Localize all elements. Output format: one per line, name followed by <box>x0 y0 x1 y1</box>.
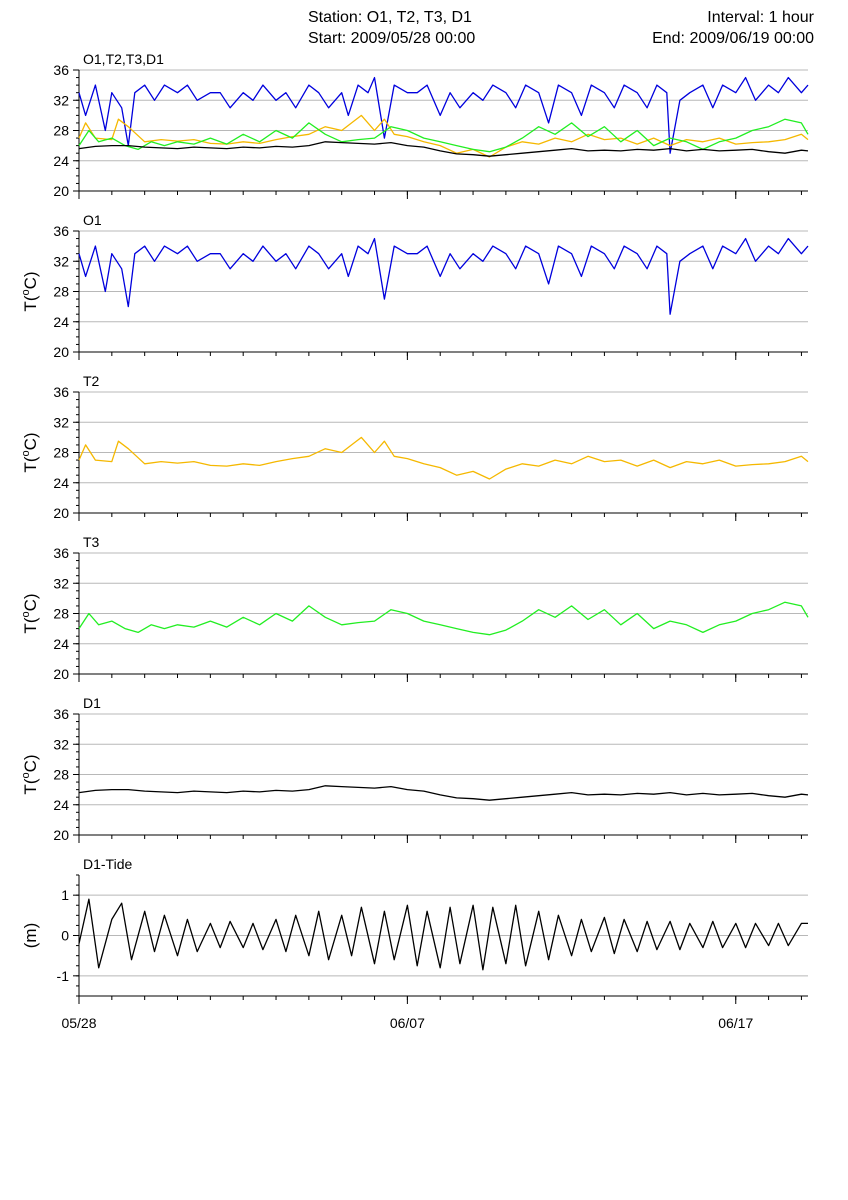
y-tick-label: 28 <box>53 284 69 300</box>
panel-label: D1 <box>83 695 101 711</box>
series-line-T2 <box>78 436 809 480</box>
y-tick-label: 24 <box>53 153 69 169</box>
series-line-D1 <box>78 141 809 157</box>
series-line-O1 <box>78 76 809 154</box>
x-tick-label: 06/07 <box>390 1015 425 1031</box>
series-line-D1-Tide <box>78 898 808 971</box>
y-tick-label: 32 <box>53 736 69 752</box>
y-tick-label: 28 <box>53 767 69 783</box>
panel-5: -1 0 1 05/28 06/07 06/17 D1-Tide (m) <box>21 856 808 1031</box>
y-tick-label: 36 <box>53 706 69 722</box>
x-tick-label: 05/28 <box>61 1015 96 1031</box>
panel-2: 20 24 28 32 36 T2 T(oC) <box>20 373 809 521</box>
y-tick-label: 32 <box>53 414 69 430</box>
series-line-T2 <box>78 114 809 158</box>
panel-label: O1 <box>83 212 102 228</box>
series-line-T3 <box>78 601 809 636</box>
y-tick-label: 32 <box>53 575 69 591</box>
y-tick-label: 0 <box>61 928 69 944</box>
y-axis-label: T(oC) <box>20 432 40 472</box>
header-interval: Interval: 1 hour <box>707 9 814 26</box>
header-station: Station: O1, T2, T3, D1 <box>308 9 472 26</box>
y-tick-label: 20 <box>53 344 69 360</box>
panel-label: O1,T2,T3,D1 <box>83 51 164 67</box>
y-tick-label: 36 <box>53 384 69 400</box>
y-tick-label: 28 <box>53 606 69 622</box>
series-line-T3 <box>78 118 809 153</box>
series-line-D1 <box>78 785 809 801</box>
y-axis-label: (m) <box>21 923 40 948</box>
y-axis-label: T(oC) <box>20 271 40 311</box>
y-tick-label: 24 <box>53 636 69 652</box>
header-end: End: 2009/06/19 00:00 <box>652 30 814 47</box>
series-line-O1 <box>78 237 809 315</box>
y-tick-label: 36 <box>53 62 69 78</box>
y-tick-label: -1 <box>57 968 70 984</box>
y-tick-label: 20 <box>53 505 69 521</box>
x-tick-label: 06/17 <box>718 1015 753 1031</box>
y-tick-label: 20 <box>53 183 69 199</box>
y-tick-label: 28 <box>53 445 69 461</box>
y-tick-label: 20 <box>53 666 69 682</box>
panel-label: D1-Tide <box>83 856 132 872</box>
y-tick-label: 24 <box>53 797 69 813</box>
y-tick-label: 1 <box>61 887 69 903</box>
panel-label: T2 <box>83 373 100 389</box>
panel-0: 20 24 28 32 36 O1,T2,T3,D1 <box>53 51 809 199</box>
panel-1: 20 24 28 32 36 O1 T(oC) <box>20 212 809 360</box>
y-tick-label: 24 <box>53 314 69 330</box>
panel-4: 20 24 28 32 36 D1 T(oC) <box>20 695 809 843</box>
y-axis-label: T(oC) <box>20 593 40 633</box>
panel-3: 20 24 28 32 36 T3 T(oC) <box>20 534 809 682</box>
y-tick-label: 24 <box>53 475 69 491</box>
y-tick-label: 20 <box>53 827 69 843</box>
header-start: Start: 2009/05/28 00:00 <box>308 30 476 47</box>
y-tick-label: 36 <box>53 223 69 239</box>
y-tick-label: 32 <box>53 92 69 108</box>
y-tick-label: 36 <box>53 545 69 561</box>
panel-label: T3 <box>83 534 100 550</box>
y-tick-label: 32 <box>53 253 69 269</box>
y-tick-label: 28 <box>53 123 69 139</box>
y-axis-label: T(oC) <box>20 754 40 794</box>
